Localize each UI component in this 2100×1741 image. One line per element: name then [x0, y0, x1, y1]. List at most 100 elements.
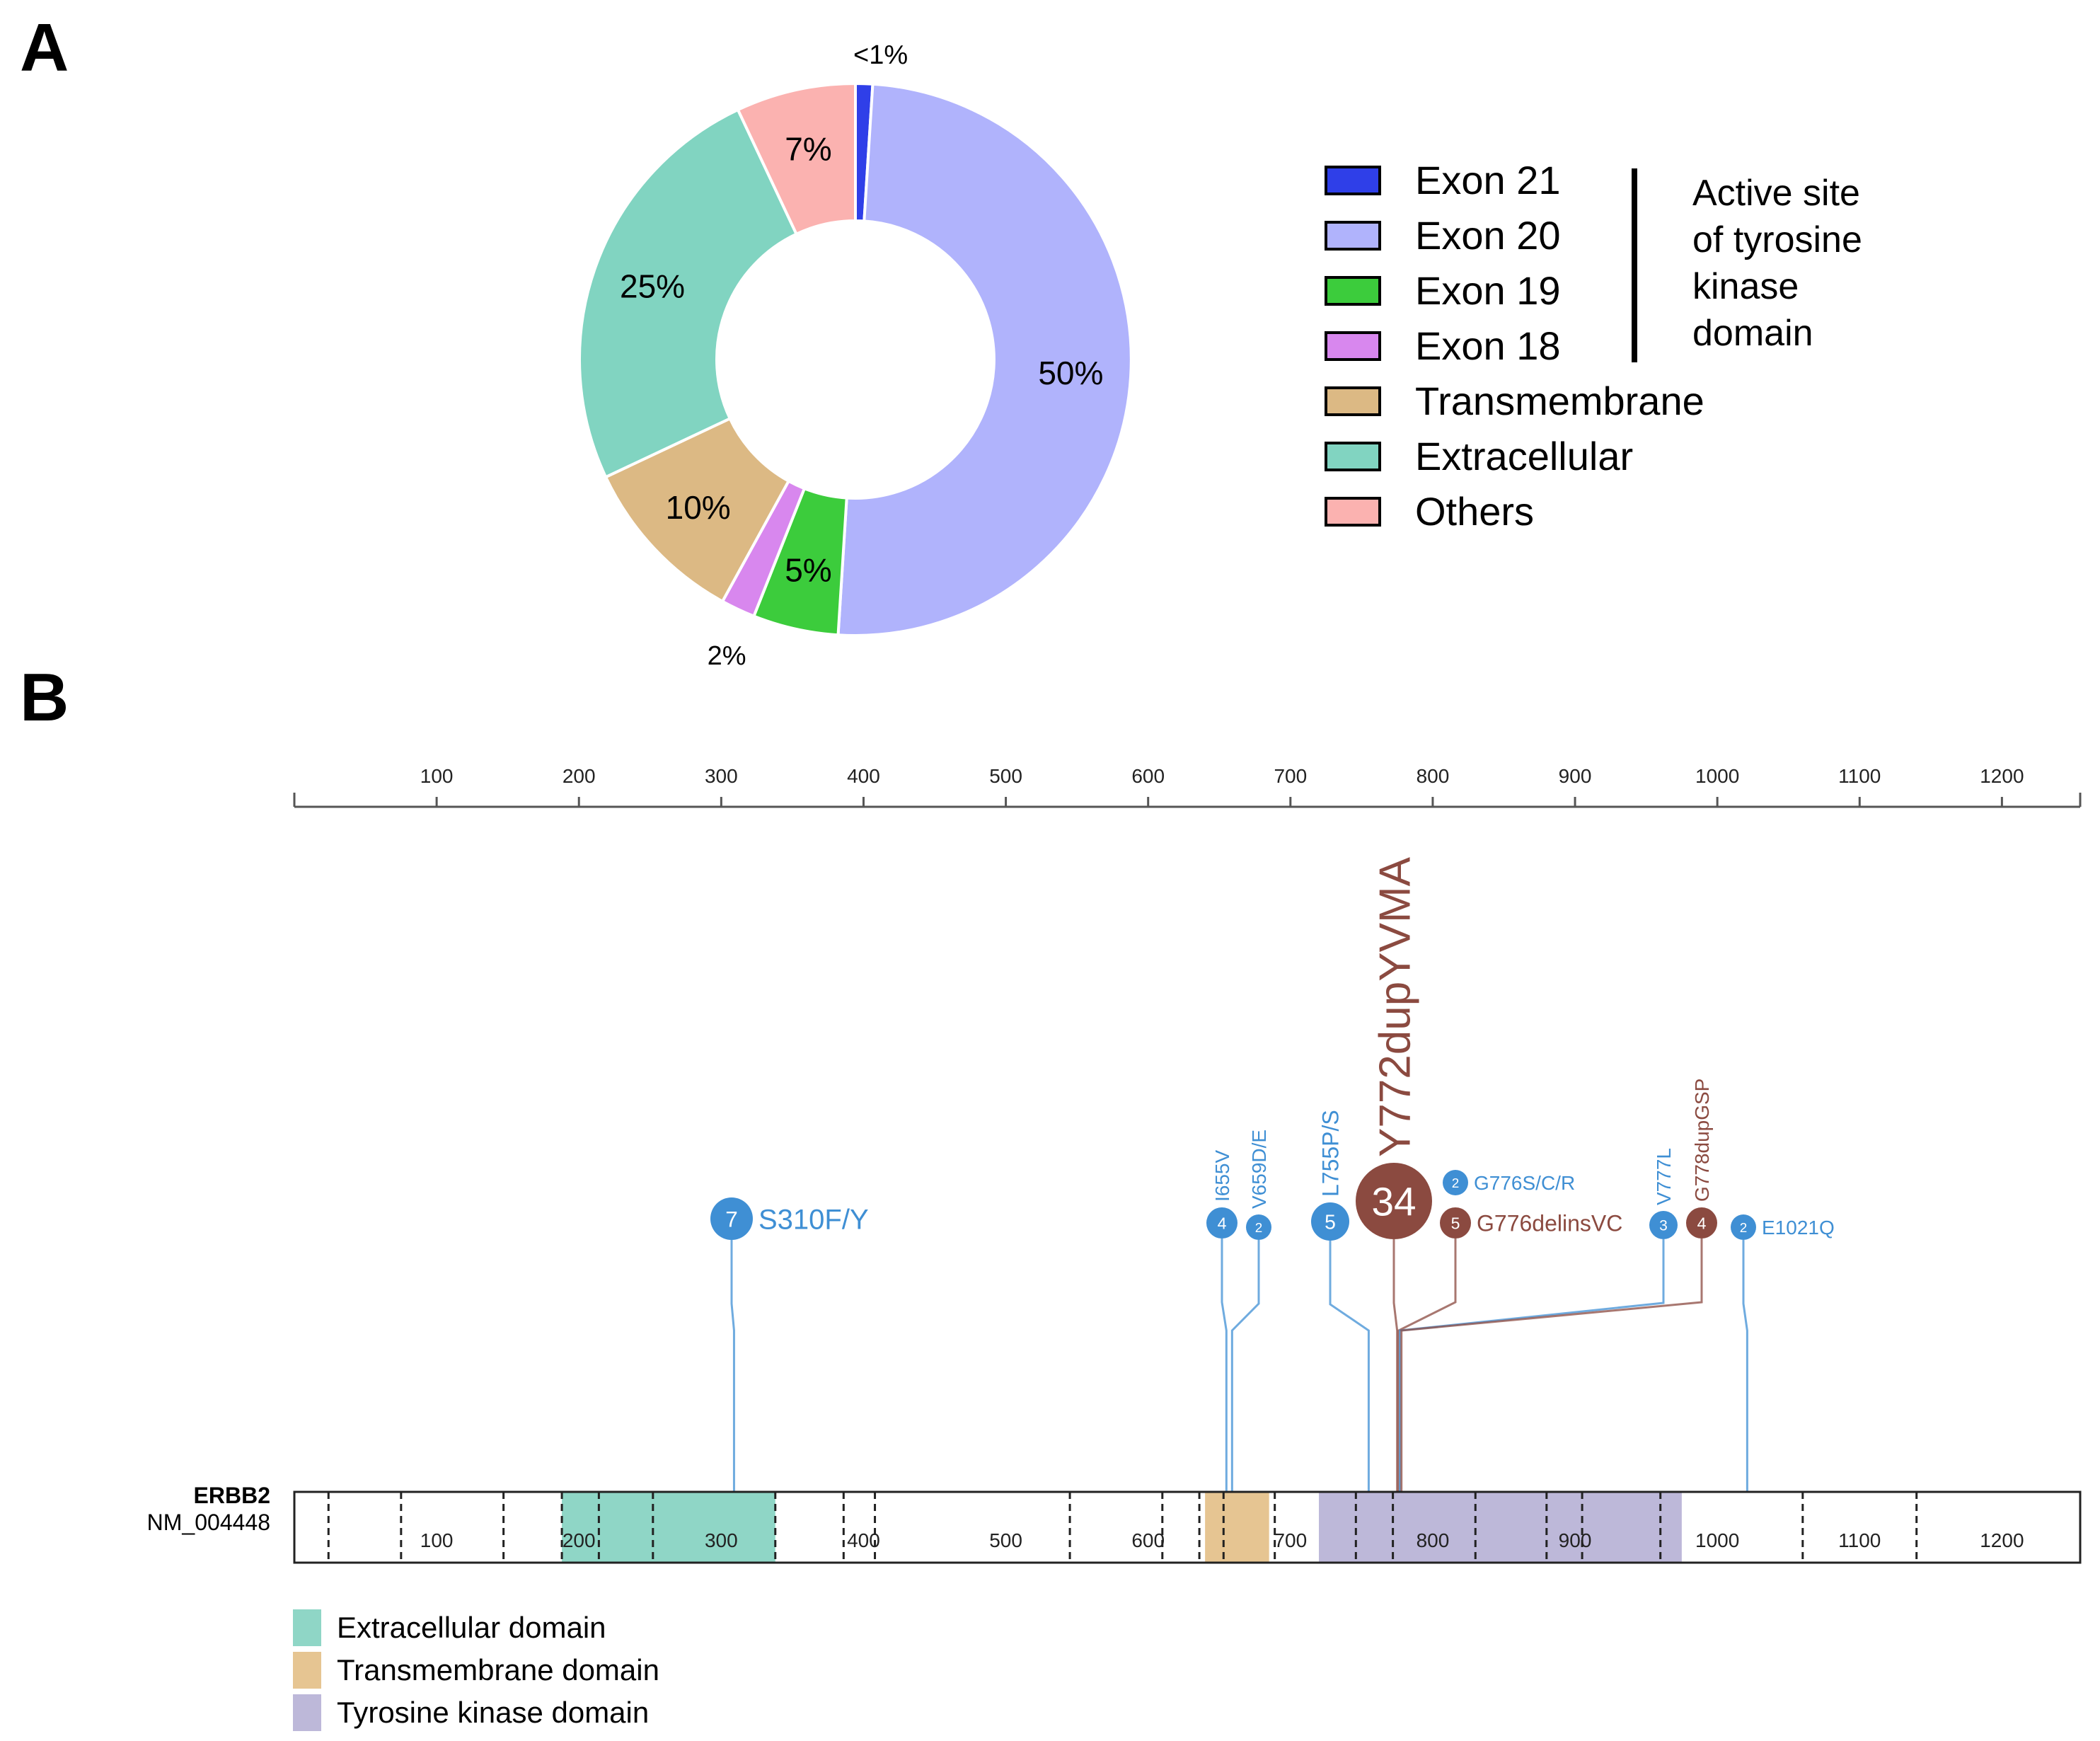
mutation-circle-v777l[interactable]	[1649, 1211, 1678, 1239]
bracket-label-line-1: Active site	[1692, 173, 1860, 214]
mutation-circle-s310f-y[interactable]	[710, 1197, 753, 1240]
donut-label-others: 7%	[785, 130, 831, 167]
mutation-circle-l755p-s[interactable]	[1311, 1202, 1349, 1241]
top-axis-tick-label-1200: 1200	[1980, 765, 2024, 787]
legend-label-exon-18: Exon 18	[1415, 323, 1561, 368]
top-axis-tick-label-500: 500	[989, 765, 1022, 787]
domain-legend-label-tyrosine-kinase-domain: Tyrosine kinase domain	[337, 1696, 649, 1729]
mutation-circle-g776delinsvc[interactable]	[1440, 1207, 1471, 1239]
top-axis-tick-label-1000: 1000	[1695, 765, 1739, 787]
bracket-label-line-4: domain	[1692, 313, 1813, 354]
mutation-count-l755p-s: 5	[1325, 1211, 1336, 1234]
track-tick-label-600: 600	[1131, 1529, 1165, 1551]
mutation-circle-e1021q[interactable]	[1731, 1214, 1756, 1240]
legend-swatch-extracellular	[1325, 442, 1381, 471]
domain-legend-swatch-transmembrane-domain	[293, 1652, 321, 1689]
protein-track: 100 200 300 400 500 600 700 800 900 1000 1100 1200	[293, 1490, 2082, 1564]
mutation-label-e1021q: E1021Q	[1762, 1217, 1835, 1239]
legend-label-transmembrane: Transmembrane	[1415, 379, 1704, 423]
track-tick-label-500: 500	[989, 1529, 1022, 1551]
mutation-circle-g778dupgsp[interactable]	[1686, 1207, 1717, 1239]
donut-slice-labels: <1% 50% 5% 2% 10% 25% 7%	[620, 40, 1103, 671]
legend-label-others: Others	[1415, 489, 1534, 534]
mutation-stem-v659d-e	[1230, 1240, 1260, 1492]
top-axis-tick-label-400: 400	[847, 765, 880, 787]
mutation-label-s310f-y: S310F/Y	[758, 1204, 869, 1235]
donut-label-exon-19: 5%	[785, 552, 831, 589]
domain-legend-swatch-tyrosine-kinase-domain	[293, 1694, 321, 1731]
panel-label-b: B	[20, 660, 69, 735]
gene-name: ERBB2	[194, 1483, 270, 1508]
mutation-label-v659d-e: V659D/E	[1248, 1130, 1270, 1209]
legend-label-extracellular: Extracellular	[1415, 434, 1633, 478]
mutation-circle-v659d-e[interactable]	[1246, 1214, 1271, 1240]
mutation-stem-s310f-y	[730, 1240, 735, 1492]
mutation-count-s310f-y: 7	[725, 1206, 738, 1231]
legend-label-exon-19: Exon 19	[1415, 268, 1561, 313]
mutation-stem-g778dupgsp	[1400, 1239, 1703, 1492]
mutation-stem-g776delinsvc	[1397, 1239, 1457, 1492]
domain-legend-label-extracellular-domain: Extracellular domain	[337, 1611, 606, 1644]
legend-swatch-transmembrane	[1325, 386, 1381, 416]
donut-label-exon-20: 50%	[1038, 355, 1103, 391]
mutation-count-i655v: 4	[1218, 1214, 1227, 1232]
mutation-stem-y772dupyvma	[1392, 1239, 1399, 1492]
track-tick-label-1100: 1100	[1838, 1529, 1881, 1551]
bracket-label-line-2: of tyrosine	[1692, 219, 1862, 260]
legend-label-exon-20: Exon 20	[1415, 213, 1561, 258]
mutation-count-g778dupgsp: 4	[1697, 1214, 1707, 1232]
mutation-circle-y772dupyvma[interactable]	[1356, 1163, 1432, 1239]
bracket-label-line-3: kinase	[1692, 266, 1799, 307]
mutation-count-e1021q: 2	[1740, 1221, 1748, 1236]
top-axis-tick-label-600: 600	[1131, 765, 1165, 787]
track-tick-label-700: 700	[1274, 1529, 1307, 1551]
mutation-label-l755p-s: L755P/S	[1318, 1110, 1344, 1197]
track-tick-label-800: 800	[1417, 1529, 1450, 1551]
transcript-id: NM_004448	[147, 1510, 270, 1535]
mutation-count-v777l: 3	[1659, 1218, 1668, 1234]
mutation-stems	[730, 1239, 1748, 1492]
protein-track-outline	[293, 1490, 2082, 1564]
donut-label-extracellular: 25%	[620, 268, 685, 305]
track-tick-label-300: 300	[705, 1529, 738, 1551]
track-tick-label-200: 200	[562, 1529, 596, 1551]
legend-swatch-exon-18	[1325, 331, 1381, 361]
top-axis: 100 200 300 400 500 600 700 800 900 1000 1100 1200	[293, 765, 2082, 808]
mutation-label-i655v: I655V	[1211, 1150, 1233, 1202]
donut-label-exon-21: <1%	[853, 40, 908, 70]
legend-swatch-exon-20	[1325, 221, 1381, 251]
legend-swatch-others	[1325, 497, 1381, 527]
mutation-circle-i655v[interactable]	[1206, 1207, 1238, 1239]
mutation-count-y772dupyvma: 34	[1371, 1180, 1416, 1225]
donut-label-exon-18: 2%	[708, 641, 746, 671]
donut-slice-others	[736, 81, 857, 236]
mutation-label-y772dupyvma: Y772dupYVMA	[1371, 856, 1419, 1157]
mutation-label-v777l: V777L	[1653, 1148, 1675, 1205]
top-axis-tick-label-1100: 1100	[1838, 765, 1881, 787]
top-axis-tick-label-200: 200	[562, 765, 596, 787]
mutation-stem-v777l	[1399, 1239, 1665, 1492]
domain-legend-label-transmembrane-domain: Transmembrane domain	[337, 1653, 659, 1687]
mutation-stem-l755p-s	[1329, 1241, 1370, 1492]
domain-tyrosine-kinase-domain	[1319, 1492, 1682, 1563]
legend-bracket-label: Active site of tyrosine kinase domain	[1692, 173, 1862, 354]
track-tick-label-1200: 1200	[1980, 1529, 2024, 1551]
domain-transmembrane-domain	[1205, 1492, 1269, 1563]
mutation-count-g776delinsvc: 5	[1451, 1214, 1460, 1232]
domain-extracellular-domain	[562, 1492, 775, 1563]
track-tick-label-1000: 1000	[1695, 1529, 1739, 1551]
track-tick-label-400: 400	[847, 1529, 880, 1551]
mutation-stem-e1021q	[1742, 1240, 1748, 1492]
domain-legend: Extracellular domain Transmembrane domain…	[293, 1609, 659, 1731]
mutation-count-v659d-e: 2	[1255, 1221, 1263, 1236]
legend-swatch-exon-21	[1325, 166, 1381, 195]
donut-slice-exon-20	[836, 82, 1133, 637]
panel-label-a: A	[20, 10, 69, 86]
top-axis-tick-label-300: 300	[705, 765, 738, 787]
domain-legend-swatch-extracellular-domain	[293, 1609, 321, 1646]
donut-chart	[578, 81, 1133, 637]
mutation-circle-g776s-c-r[interactable]	[1443, 1170, 1468, 1195]
track-tick-label-900: 900	[1559, 1529, 1592, 1551]
donut-legend: Exon 21 Exon 20 Exon 19 Exon 18 Transmembran…	[1325, 158, 1704, 534]
top-axis-tick-label-100: 100	[420, 765, 454, 787]
